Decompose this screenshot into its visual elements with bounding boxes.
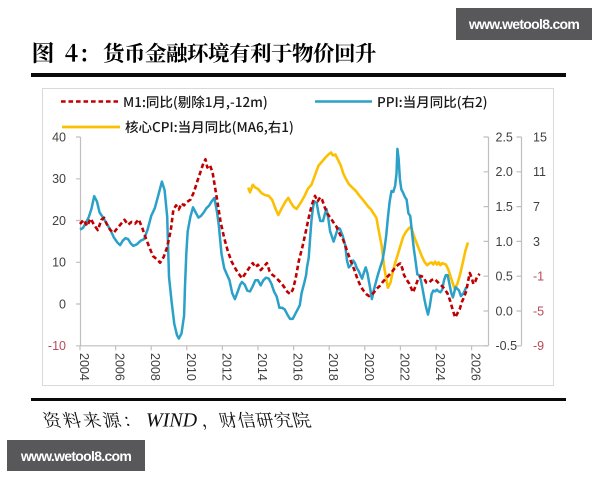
svg-text:1.0: 1.0 <box>496 235 513 249</box>
svg-text:2026: 2026 <box>469 353 483 381</box>
svg-text:11: 11 <box>533 165 546 179</box>
svg-text:20: 20 <box>52 214 66 228</box>
svg-text:-1: -1 <box>533 270 544 284</box>
svg-text:7: 7 <box>533 200 540 214</box>
svg-text:2014: 2014 <box>255 353 269 381</box>
svg-text:2020: 2020 <box>362 353 376 381</box>
svg-text:2004: 2004 <box>77 353 91 381</box>
svg-text:2.5: 2.5 <box>496 130 513 144</box>
svg-text:2010: 2010 <box>184 353 198 381</box>
svg-text:10: 10 <box>52 256 66 270</box>
svg-text:0: 0 <box>59 297 66 311</box>
svg-text:1.5: 1.5 <box>496 200 513 214</box>
svg-text:-0.5: -0.5 <box>496 339 518 353</box>
svg-text:2024: 2024 <box>433 353 447 381</box>
svg-text:40: 40 <box>52 130 66 144</box>
svg-text:2012: 2012 <box>219 353 233 381</box>
svg-text:0.5: 0.5 <box>496 270 513 284</box>
svg-text:0.0: 0.0 <box>496 304 513 318</box>
svg-text:30: 30 <box>52 172 66 186</box>
svg-text:15: 15 <box>533 130 547 144</box>
svg-text:2016: 2016 <box>291 353 305 381</box>
svg-text:2.0: 2.0 <box>496 165 513 179</box>
svg-text:3: 3 <box>533 235 540 249</box>
svg-text:-5: -5 <box>533 304 544 318</box>
svg-text:2008: 2008 <box>148 353 162 381</box>
svg-text:-9: -9 <box>533 339 544 353</box>
svg-text:2006: 2006 <box>113 353 127 381</box>
svg-text:2018: 2018 <box>326 353 340 381</box>
svg-text:2022: 2022 <box>397 353 411 381</box>
svg-text:-10: -10 <box>48 339 66 353</box>
